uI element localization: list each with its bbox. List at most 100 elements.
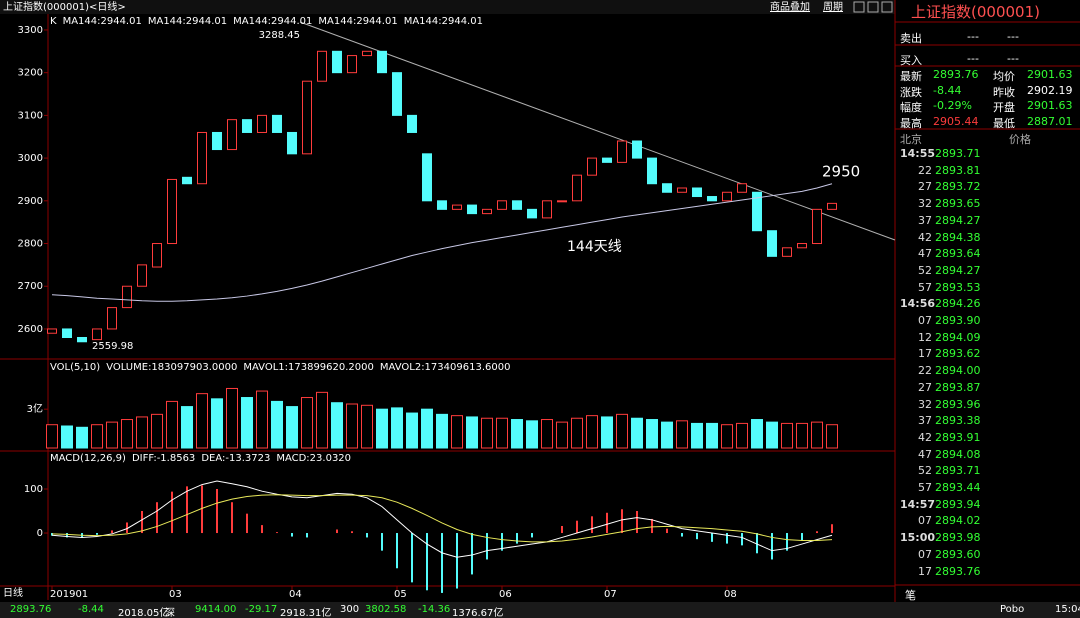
tick-header: 价格	[1009, 133, 1031, 146]
tick-footer: 笔	[905, 589, 916, 602]
volume-bar	[196, 393, 208, 449]
legend-label: MA144:2944.01	[63, 16, 142, 27]
macd-line	[51, 494, 833, 543]
candle	[107, 307, 117, 330]
candle	[557, 200, 567, 203]
period-button[interactable]: 周期	[823, 1, 843, 13]
candle	[167, 178, 177, 245]
volume-bar	[406, 412, 418, 449]
volume-bar	[331, 402, 343, 449]
low-label: 2559.98	[92, 341, 133, 352]
candle	[752, 191, 762, 232]
quote-cell: 幅度	[900, 101, 922, 115]
y-tick-label: 2800	[18, 239, 43, 250]
tick-price: 2893.94	[935, 497, 981, 511]
volume-bar	[121, 419, 133, 449]
candle	[377, 50, 387, 74]
tick-time: 17	[918, 347, 932, 361]
volume-bar	[796, 422, 808, 449]
order-cell: 买入	[900, 54, 922, 67]
tick-time: 14:57	[900, 497, 936, 511]
tick-price: 2893.65	[935, 197, 981, 211]
candle	[812, 208, 822, 245]
x-tick-label: 06	[499, 589, 512, 600]
status-item: 3802.58	[365, 604, 407, 615]
y-tick-label: 3亿	[27, 402, 43, 415]
volume-bar	[586, 415, 598, 449]
tick-price: 2893.98	[935, 531, 981, 545]
candle	[602, 157, 612, 163]
tick-price: 2893.72	[935, 180, 981, 194]
tick-price: 2893.91	[935, 430, 981, 444]
overlay-button[interactable]: 商品叠加	[770, 0, 810, 13]
candle	[422, 153, 432, 202]
volume-bar	[181, 406, 193, 449]
y-tick-label: 3000	[18, 153, 43, 164]
tick-price: 2893.96	[935, 397, 981, 411]
volume-bar	[691, 422, 703, 449]
status-item: -8.44	[78, 604, 104, 615]
volume-bar	[541, 419, 553, 449]
y-tick-label: 2900	[18, 196, 43, 207]
volume-bar	[46, 424, 58, 449]
trend-line	[299, 21, 896, 241]
y-tick-label: 2700	[18, 281, 43, 292]
window-button[interactable]	[867, 1, 879, 13]
tick-price: 2893.71	[935, 147, 981, 160]
quote-cell: 2901.63	[1027, 99, 1073, 113]
volume-bar	[511, 419, 523, 449]
status-item: -29.17	[245, 604, 278, 615]
candle	[407, 114, 417, 133]
tick-time: 14:56	[900, 297, 936, 311]
window-button[interactable]	[853, 1, 865, 13]
quote-cell: 最新	[900, 70, 922, 83]
tick-time: 42	[918, 230, 932, 244]
candle	[632, 140, 642, 159]
ma-line	[51, 183, 833, 302]
candle	[527, 208, 537, 219]
candle	[722, 191, 732, 202]
tick-price: 2894.09	[935, 330, 981, 344]
tick-price: 2893.81	[935, 163, 981, 177]
quote-cell: 昨收	[993, 85, 1015, 99]
legend-label: DIFF:-1.8563	[132, 453, 195, 464]
volume-bar	[316, 391, 328, 449]
annotation: 144天线	[567, 239, 622, 255]
candle	[242, 119, 252, 133]
legend-label: MAVOL1:173899620.2000	[243, 362, 374, 373]
tick-time: 52	[918, 263, 932, 277]
tick-time: 22	[918, 163, 932, 177]
tick-price: 2893.60	[935, 547, 981, 561]
tick-time: 07	[918, 314, 932, 327]
candle	[362, 50, 372, 57]
candle	[692, 187, 702, 198]
y-tick-label: 3300	[18, 25, 43, 36]
tick-price: 2894.02	[935, 514, 981, 528]
quote-cell: 涨跌	[900, 85, 922, 99]
candle	[467, 204, 477, 215]
y-tick-label: 0	[37, 528, 43, 539]
candle	[257, 114, 267, 133]
volume-bar	[721, 424, 733, 449]
status-item: 9414.00	[195, 604, 237, 615]
period-tab[interactable]: 日线	[3, 586, 23, 599]
status-item: 15:04	[1055, 604, 1080, 615]
order-cell: ---	[1007, 52, 1019, 65]
y-tick-label: 3200	[18, 68, 43, 79]
candle	[47, 328, 57, 334]
candle	[677, 187, 687, 193]
window-button[interactable]	[881, 1, 893, 13]
status-item: -14.36	[418, 604, 451, 615]
window-title: 上证指数(000001)<日线>	[3, 0, 126, 13]
status-item: 深	[165, 608, 175, 618]
tick-price: 2894.38	[935, 230, 981, 244]
tick-time: 22	[918, 364, 932, 378]
volume-bar	[286, 406, 298, 449]
tick-price: 2893.62	[935, 347, 981, 361]
tick-header: 北京	[900, 133, 922, 146]
candle	[737, 183, 747, 193]
volume-bar	[766, 421, 778, 449]
tick-price: 2893.76	[935, 564, 981, 578]
